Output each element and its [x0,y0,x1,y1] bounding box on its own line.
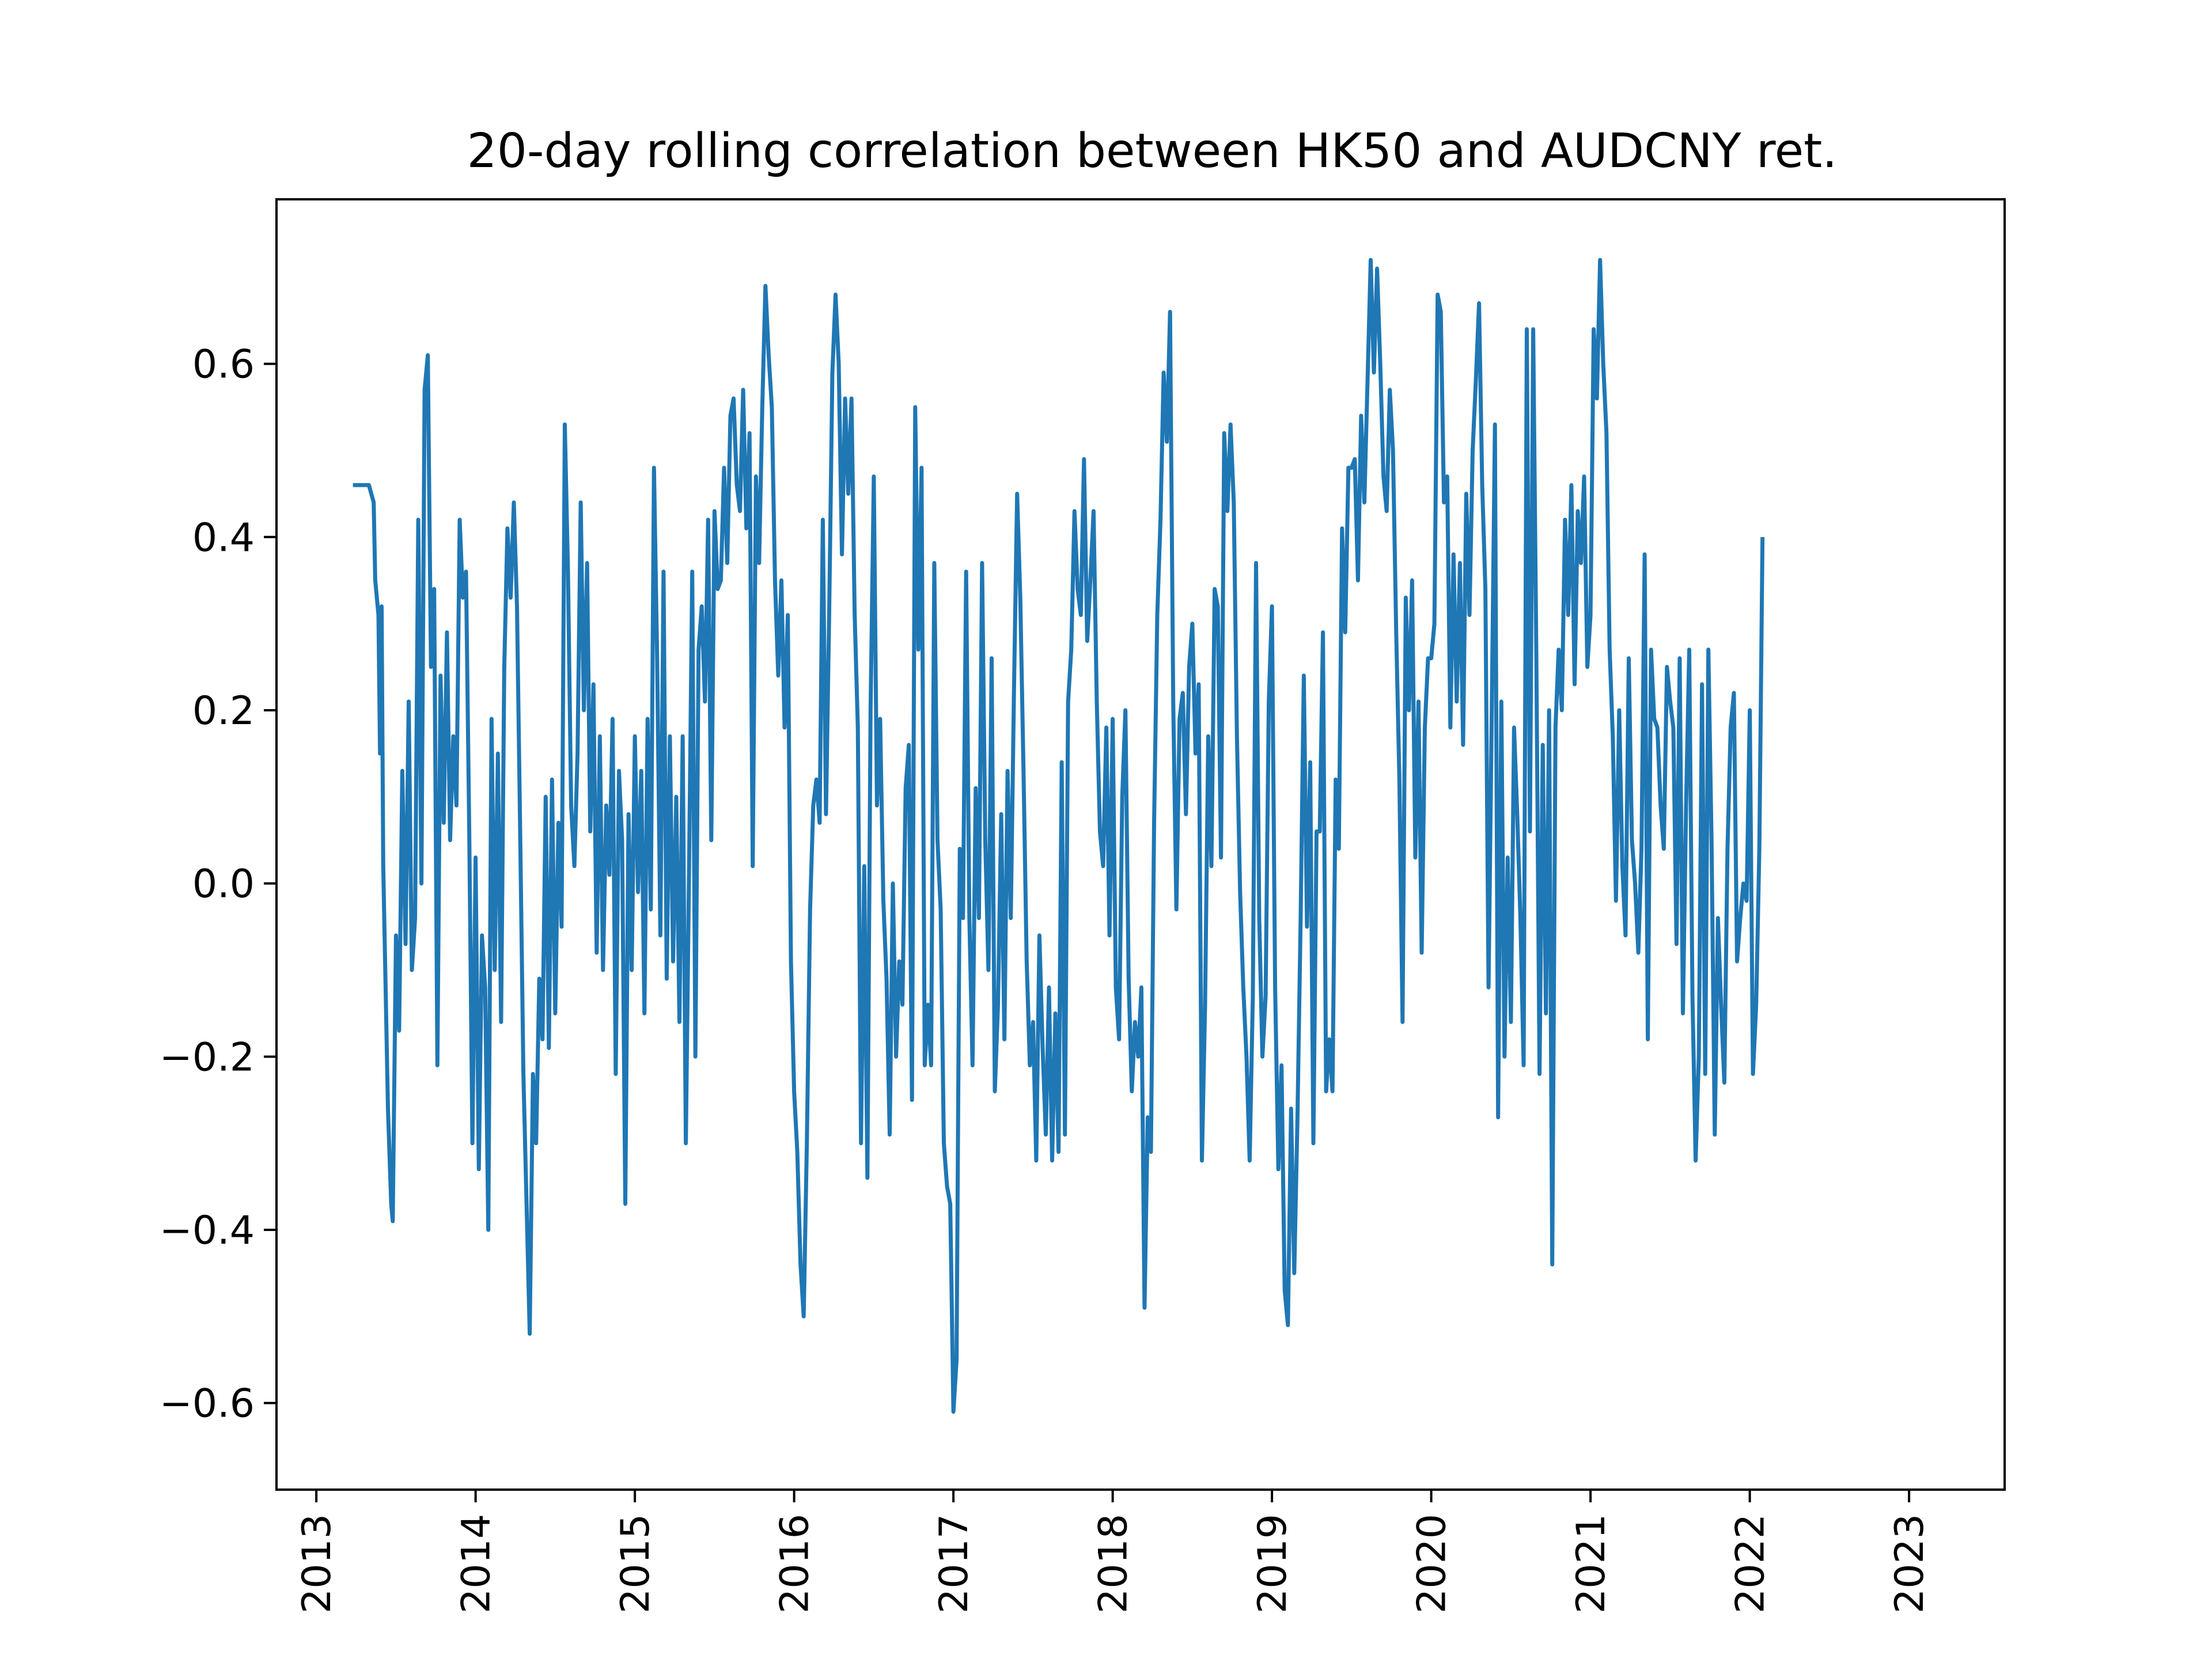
y-tick-label: −0.6 [160,1381,255,1427]
x-tick-label: 2016 [772,1514,818,1613]
x-tick-label: 2021 [1569,1514,1614,1613]
x-tick-label: 2017 [931,1514,977,1613]
x-tick-label: 2013 [294,1514,340,1613]
y-tick-label: −0.2 [160,1035,255,1080]
x-tick-label: 2018 [1091,1514,1137,1613]
y-tick-label: −0.4 [160,1208,255,1253]
x-axis: 2013 2014 2015 2016 2017 2018 2019 2020 2021 2022… [294,1490,1933,1613]
chart-title: 20-day rolling correlation between HK50 … [467,124,1838,179]
series-group [353,257,1765,1414]
y-axis: 0.6 0.4 0.2 0.0 −0.2 −0.4 −0.6 [160,342,276,1427]
x-tick-label: 2019 [1250,1514,1296,1613]
plot-frame [275,198,2006,1491]
x-tick-label: 2014 [454,1514,499,1613]
x-tick-label: 2023 [1887,1514,1933,1613]
y-tick-label: 0.2 [192,688,255,734]
x-tick-label: 2022 [1728,1514,1774,1613]
y-tick-label: 0.0 [192,862,255,907]
series-line [353,257,1765,1414]
x-tick-label: 2015 [613,1514,658,1613]
y-tick-label: 0.6 [192,342,255,388]
y-tick-label: 0.4 [192,515,255,560]
x-tick-label: 2020 [1410,1514,1455,1613]
